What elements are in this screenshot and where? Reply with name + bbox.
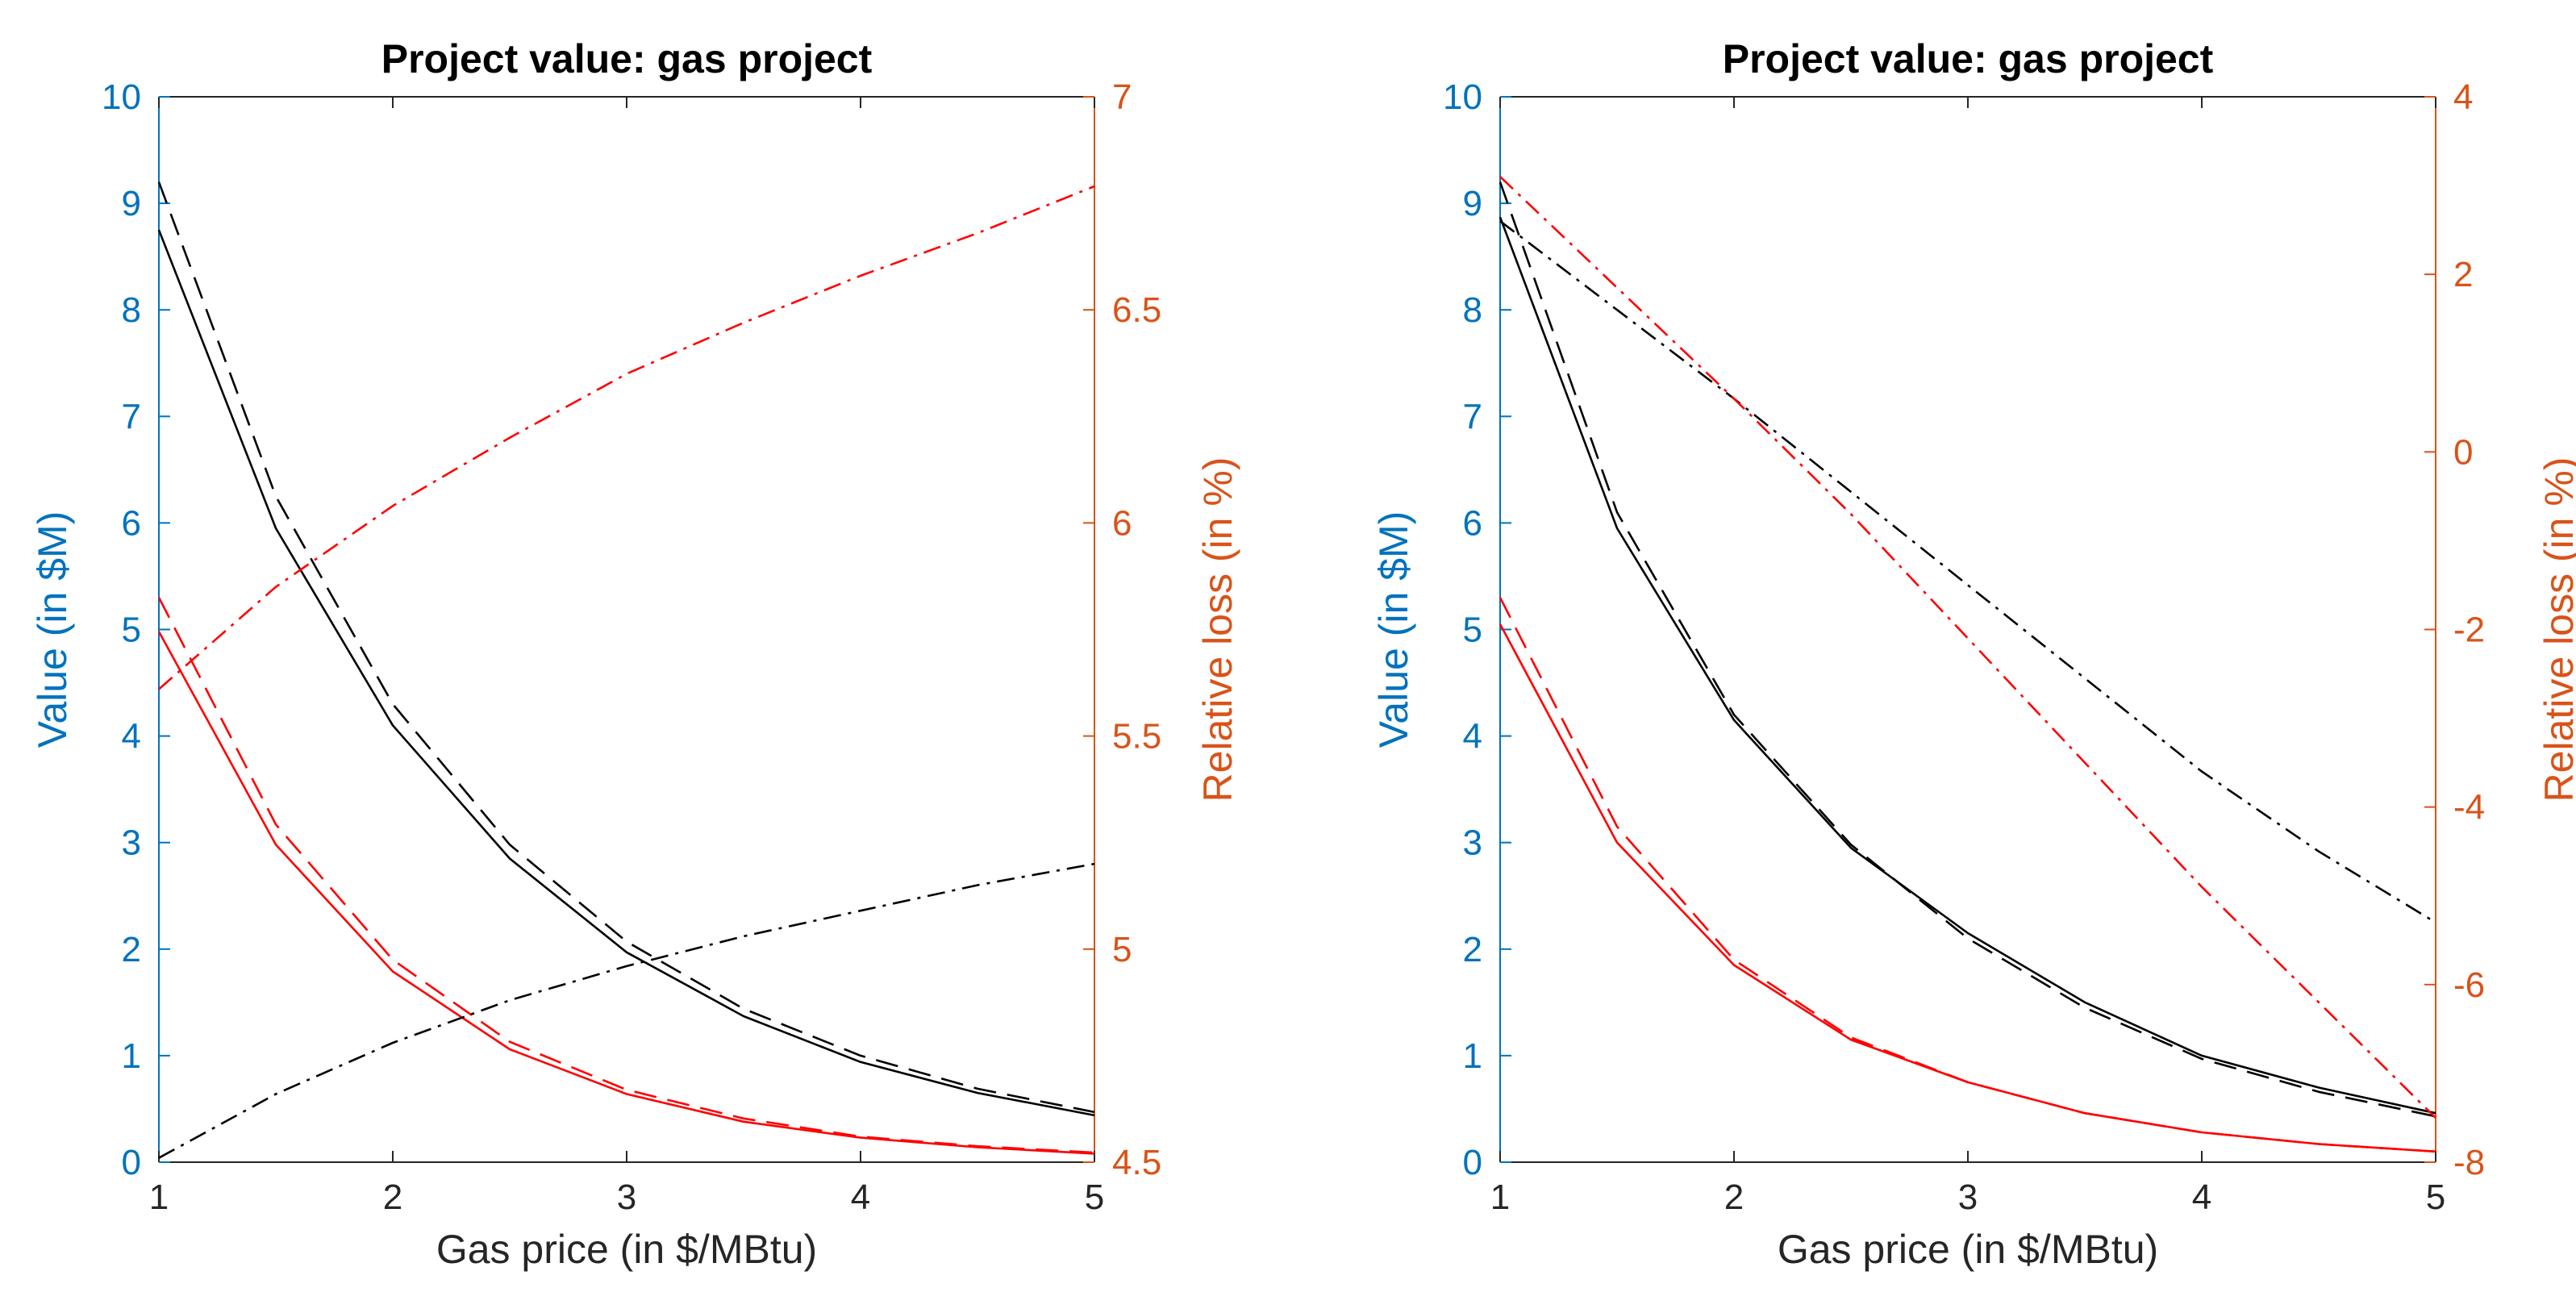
right-y-axis-label: Relative loss (in %) bbox=[2536, 457, 2576, 802]
series-line-black-solid bbox=[157, 229, 1095, 1117]
x-tick-label: 4 bbox=[851, 1178, 870, 1217]
left-y-tick-label: 8 bbox=[122, 290, 141, 330]
x-axis-label: Gas price (in $/MBtu) bbox=[1778, 1227, 2158, 1272]
right-y-tick-label: 6.5 bbox=[1112, 290, 1161, 330]
x-tick-label: 1 bbox=[149, 1178, 169, 1217]
left-y-tick-label: 6 bbox=[1463, 503, 1482, 543]
right-y-tick-label: 6 bbox=[1112, 503, 1132, 543]
left-y-tick-label: 1 bbox=[1463, 1036, 1482, 1076]
left-y-tick-label: 8 bbox=[1463, 290, 1482, 330]
x-tick-label: 1 bbox=[1490, 1178, 1510, 1217]
x-tick-label: 5 bbox=[1085, 1178, 1104, 1217]
right-y-tick-label: -6 bbox=[2453, 965, 2485, 1005]
left-y-tick-label: 4 bbox=[1463, 717, 1482, 757]
left-y-tick-label: 10 bbox=[102, 77, 141, 117]
left-y-axis-label: Value (in $M) bbox=[1371, 511, 1416, 748]
series-line-black-solid bbox=[1498, 216, 2436, 1115]
series-line-red-dashed bbox=[157, 597, 1095, 1154]
right-y-axis-label: Relative loss (in %) bbox=[1195, 457, 1240, 802]
right-y-tick-label: 7 bbox=[1112, 77, 1132, 117]
left-y-tick-label: 2 bbox=[122, 930, 141, 969]
left-y-tick-label: 0 bbox=[1463, 1143, 1482, 1182]
left-y-tick-label: 5 bbox=[1463, 611, 1482, 650]
right-y-tick-label: 2 bbox=[2453, 255, 2473, 294]
left-y-tick-label: 10 bbox=[1443, 77, 1482, 117]
series-line-red-solid bbox=[157, 631, 1095, 1155]
x-tick-label: 4 bbox=[2192, 1178, 2211, 1217]
left-y-tick-label: 4 bbox=[122, 717, 141, 757]
series-line-black-dash-dot bbox=[1499, 220, 2436, 923]
left-y-tick-label: 9 bbox=[1463, 184, 1482, 223]
series-line-red-dash-dot bbox=[158, 185, 1095, 690]
left-y-tick-label: 1 bbox=[122, 1036, 141, 1076]
chart-title: Project value: gas project bbox=[381, 36, 873, 81]
right-y-tick-label: -4 bbox=[2453, 788, 2485, 827]
right-y-tick-label: 4 bbox=[2453, 77, 2473, 117]
x-tick-label: 2 bbox=[383, 1178, 402, 1217]
series-line-black-dashed bbox=[1498, 181, 2436, 1118]
x-tick-label: 5 bbox=[2426, 1178, 2445, 1217]
right-y-tick-label: 4.5 bbox=[1112, 1143, 1161, 1182]
right-y-tick-label: -2 bbox=[2453, 611, 2485, 650]
right-y-tick-label: -8 bbox=[2453, 1143, 2485, 1182]
series-line-red-dashed bbox=[1498, 597, 2436, 1153]
left-y-axis-label: Value (in $M) bbox=[30, 511, 75, 748]
left-y-tick-label: 7 bbox=[1463, 397, 1482, 436]
x-axis-label: Gas price (in $/MBtu) bbox=[436, 1227, 817, 1272]
left-y-tick-label: 9 bbox=[122, 184, 141, 223]
x-tick-label: 3 bbox=[1958, 1178, 1978, 1217]
left-y-tick-label: 5 bbox=[122, 611, 141, 650]
right-y-tick-label: 5 bbox=[1112, 930, 1132, 969]
left-y-tick-label: 3 bbox=[122, 823, 141, 863]
left-y-tick-label: 6 bbox=[122, 503, 141, 543]
x-tick-label: 2 bbox=[1724, 1178, 1744, 1217]
left-y-tick-label: 7 bbox=[122, 397, 141, 436]
x-tick-label: 3 bbox=[617, 1178, 636, 1217]
right-y-tick-label: 0 bbox=[2453, 432, 2473, 472]
series-line-black-dash-dot bbox=[158, 862, 1095, 1159]
series-line-red-solid bbox=[1498, 623, 2436, 1153]
left-y-tick-label: 0 bbox=[122, 1143, 141, 1182]
right-y-tick-label: 5.5 bbox=[1112, 717, 1161, 757]
series-line-black-dashed bbox=[157, 181, 1095, 1114]
chart-title: Project value: gas project bbox=[1723, 36, 2214, 81]
left-y-tick-label: 2 bbox=[1463, 930, 1482, 969]
left-y-tick-label: 3 bbox=[1463, 823, 1482, 863]
series-line-red-dash-dot bbox=[1499, 176, 2436, 1119]
